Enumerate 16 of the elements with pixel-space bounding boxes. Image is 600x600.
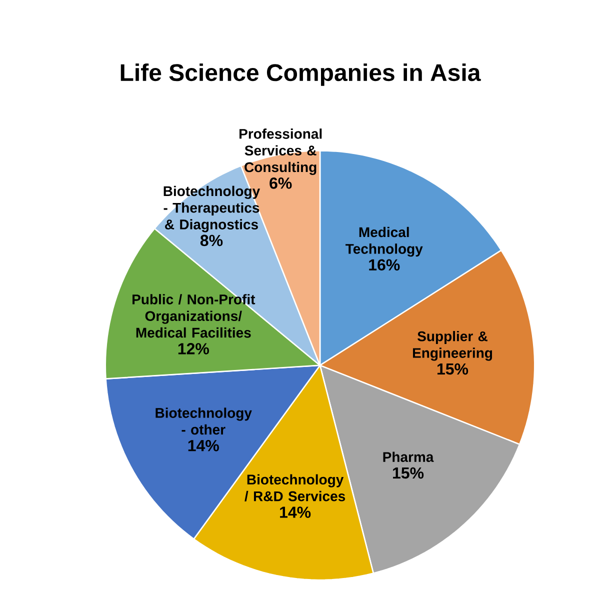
data-label: 14% <box>188 440 219 452</box>
slice-label: Medical Technology <box>346 226 423 257</box>
data-label: 6% <box>270 178 292 189</box>
chart-title: Life Science Companies in Asia <box>120 63 481 86</box>
slice-label: Biotechnology - Therapeutics & Diagnostics <box>164 186 260 232</box>
slice-label: Biotechnology - other <box>156 408 252 435</box>
slice-label: Pharma <box>383 452 434 462</box>
slice-label: Professional Services & Consulting <box>240 128 322 175</box>
slice-label: Biotechnology / R&D Services <box>244 474 346 502</box>
data-label: 15% <box>393 467 424 479</box>
data-label: 15% <box>437 363 468 375</box>
data-label: 14% <box>280 506 311 518</box>
data-label: 8% <box>200 234 223 246</box>
data-label: 16% <box>369 259 400 271</box>
data-label: 12% <box>178 343 209 354</box>
slice-label: Supplier & Engineering <box>412 331 492 361</box>
